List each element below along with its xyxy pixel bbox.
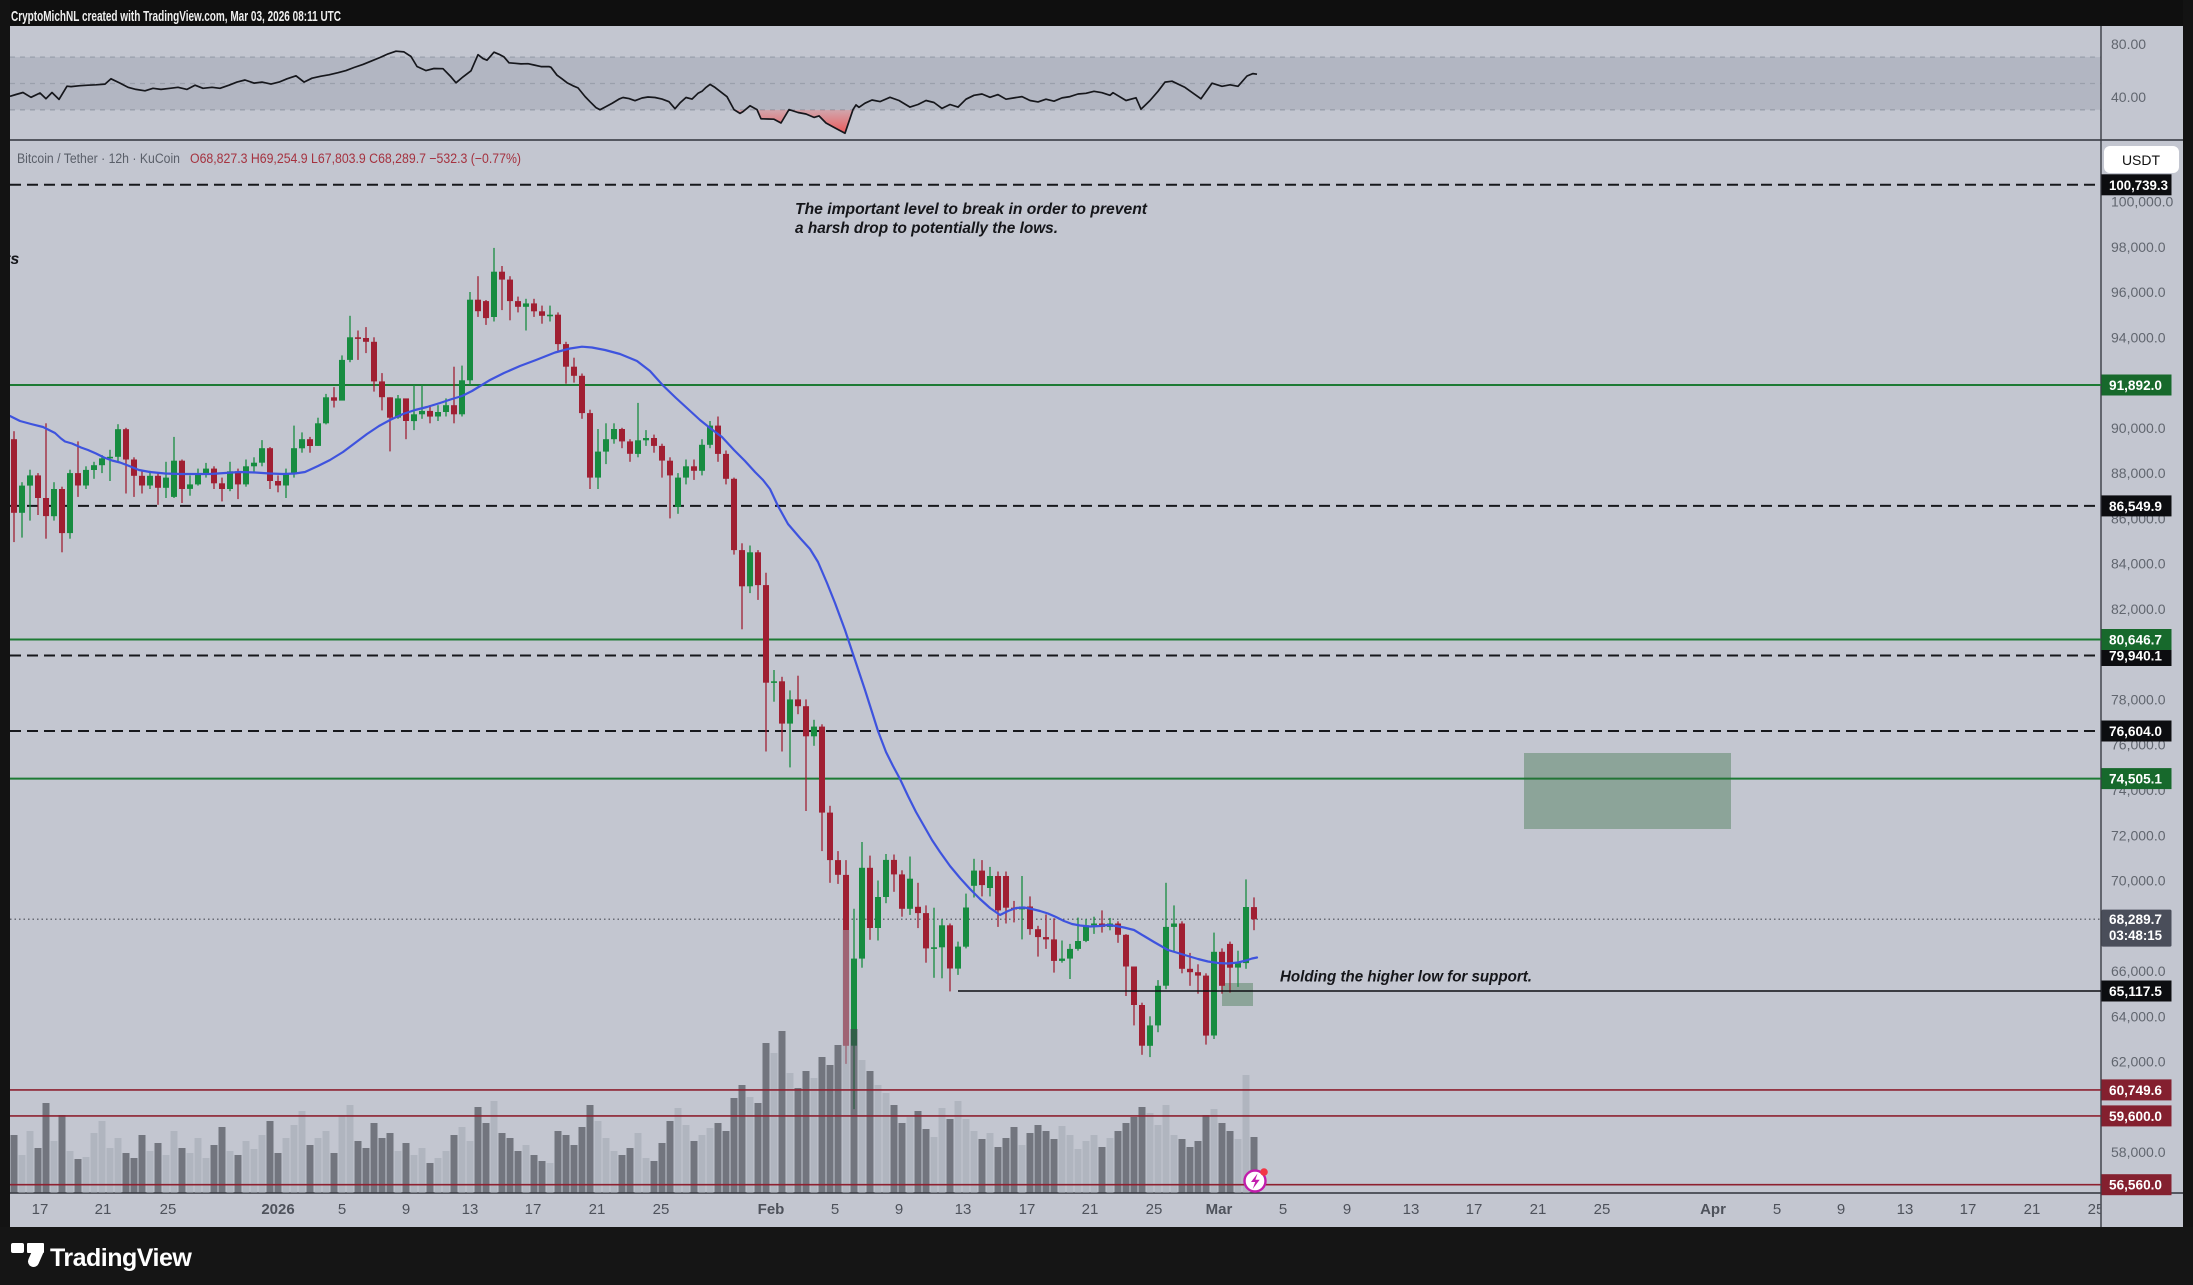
- svg-text:9: 9: [1343, 1201, 1351, 1218]
- svg-text:40.00: 40.00: [2111, 89, 2146, 105]
- svg-text:86,549.9: 86,549.9: [2109, 499, 2162, 514]
- svg-text:13: 13: [462, 1201, 479, 1218]
- svg-text:62,000.0: 62,000.0: [2111, 1054, 2166, 1070]
- svg-text:9: 9: [895, 1201, 903, 1218]
- svg-text:5: 5: [831, 1201, 839, 1218]
- svg-text:13: 13: [1403, 1201, 1420, 1218]
- svg-text:17: 17: [525, 1201, 542, 1218]
- svg-text:5: 5: [338, 1201, 346, 1218]
- svg-text:82,000.0: 82,000.0: [2111, 601, 2166, 617]
- svg-text:80,646.7: 80,646.7: [2109, 633, 2162, 648]
- svg-text:9: 9: [1837, 1201, 1845, 1218]
- svg-text:Holding the higher low for sup: Holding the higher low for support.: [1280, 969, 1532, 986]
- svg-text:13: 13: [1897, 1201, 1914, 1218]
- svg-text:60,749.6: 60,749.6: [2109, 1083, 2162, 1098]
- svg-text:90,000.0: 90,000.0: [2111, 420, 2166, 436]
- svg-text:66,000.0: 66,000.0: [2111, 963, 2166, 979]
- svg-text:79,940.1: 79,940.1: [2109, 649, 2162, 664]
- svg-text:91,892.0: 91,892.0: [2109, 378, 2162, 393]
- svg-text:21: 21: [95, 1201, 112, 1218]
- svg-text:80.00: 80.00: [2111, 36, 2146, 52]
- svg-text:CryptoMichNL created with Trad: CryptoMichNL created with TradingView.co…: [11, 8, 341, 25]
- svg-text:TradingView: TradingView: [50, 1244, 192, 1272]
- svg-text:2026: 2026: [261, 1201, 294, 1218]
- svg-text:74,505.1: 74,505.1: [2109, 772, 2162, 787]
- svg-text:17: 17: [32, 1201, 49, 1218]
- svg-text:78,000.0: 78,000.0: [2111, 691, 2166, 707]
- svg-text:21: 21: [1082, 1201, 1099, 1218]
- svg-text:5: 5: [1773, 1201, 1781, 1218]
- svg-text:84,000.0: 84,000.0: [2111, 556, 2166, 572]
- svg-text:25: 25: [160, 1201, 177, 1218]
- svg-text:100,000.0: 100,000.0: [2111, 194, 2173, 210]
- svg-text:88,000.0: 88,000.0: [2111, 465, 2166, 481]
- svg-text:9: 9: [402, 1201, 410, 1218]
- svg-text:21: 21: [1530, 1201, 1547, 1218]
- svg-text:21: 21: [589, 1201, 606, 1218]
- svg-text:25: 25: [653, 1201, 670, 1218]
- svg-text:5: 5: [1279, 1201, 1287, 1218]
- svg-text:Bitcoin / Tether · 12h · KuCoi: Bitcoin / Tether · 12h · KuCoin: [17, 151, 180, 166]
- svg-text:59,600.0: 59,600.0: [2109, 1109, 2162, 1124]
- svg-text:72,000.0: 72,000.0: [2111, 827, 2166, 843]
- svg-text:O68,827.3 H69,254.9 L67,803.: O68,827.3 H69,254.9 L67,803.9 C68,289.7 …: [190, 151, 521, 166]
- svg-text:17: 17: [1466, 1201, 1483, 1218]
- svg-text:21: 21: [2024, 1201, 2041, 1218]
- svg-text:Mar: Mar: [1206, 1201, 1233, 1218]
- svg-text:The important level to break i: The important level to break in order to…: [795, 201, 1148, 218]
- svg-text:USDT: USDT: [2122, 152, 2161, 168]
- svg-text:13: 13: [955, 1201, 972, 1218]
- svg-text:56,560.0: 56,560.0: [2109, 1178, 2162, 1193]
- svg-text:03:48:15: 03:48:15: [2109, 928, 2162, 943]
- svg-text:70,000.0: 70,000.0: [2111, 873, 2166, 889]
- svg-text:68,289.7: 68,289.7: [2109, 912, 2162, 927]
- svg-text:25: 25: [2088, 1201, 2105, 1218]
- svg-text:76,604.0: 76,604.0: [2109, 724, 2162, 739]
- svg-text:64,000.0: 64,000.0: [2111, 1008, 2166, 1024]
- svg-text:96,000.0: 96,000.0: [2111, 284, 2166, 300]
- svg-text:Apr: Apr: [1700, 1201, 1726, 1218]
- svg-text:98,000.0: 98,000.0: [2111, 239, 2166, 255]
- svg-text:17: 17: [1019, 1201, 1036, 1218]
- svg-text:a harsh drop to potentially th: a harsh drop to potentially the lows.: [795, 220, 1058, 237]
- svg-text:65,117.5: 65,117.5: [2109, 984, 2162, 999]
- svg-text:17: 17: [1960, 1201, 1977, 1218]
- svg-text:25: 25: [1146, 1201, 1163, 1218]
- svg-text:25: 25: [1594, 1201, 1611, 1218]
- svg-text:94,000.0: 94,000.0: [2111, 329, 2166, 345]
- svg-text:100,739.3: 100,739.3: [2109, 178, 2168, 193]
- svg-text:58,000.0: 58,000.0: [2111, 1144, 2166, 1160]
- svg-text:Feb: Feb: [758, 1201, 785, 1218]
